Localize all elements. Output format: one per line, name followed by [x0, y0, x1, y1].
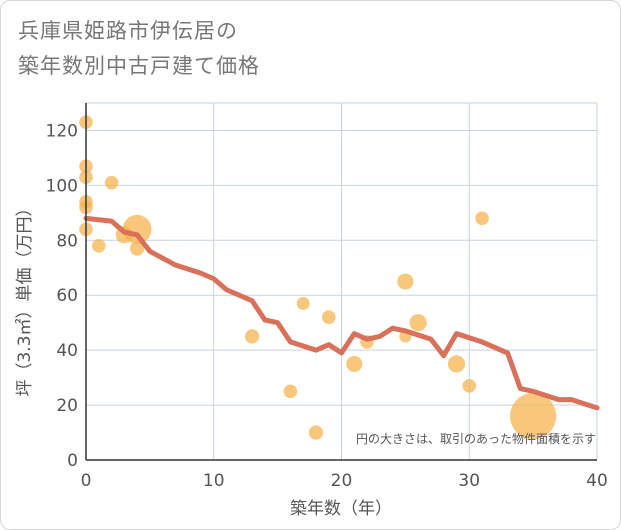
bubble-point	[129, 241, 145, 256]
bubble-point	[409, 314, 427, 332]
y-tick-label: 60	[56, 286, 78, 306]
y-tick-label: 40	[56, 341, 78, 361]
trend-line	[83, 215, 600, 411]
bubble-point	[475, 211, 489, 226]
x-tick-label: 30	[458, 471, 480, 491]
bubble-point	[346, 355, 363, 372]
y-tick-label: 120	[46, 121, 78, 141]
chart-title-line-2: 築年数別中古戸建て価格	[18, 54, 260, 78]
grid-lines	[86, 102, 598, 460]
bubble-point	[283, 384, 298, 399]
bubble-point	[308, 425, 324, 440]
tick-labels: 0 10 20 30 40 0 20 40 60 80 100 120	[46, 121, 608, 491]
bubble-layer	[79, 115, 557, 440]
x-tick-label: 20	[331, 471, 353, 491]
chart-title-line-1: 兵庫県姫路市伊伝居の	[18, 19, 238, 43]
y-axis-title: 坪（3.3㎡）単価（万円）	[15, 199, 35, 396]
x-axis-title: 築年数（年）	[290, 499, 392, 519]
y-tick-label: 80	[56, 231, 78, 251]
bubble-point	[462, 379, 477, 393]
y-tick-label: 100	[46, 176, 78, 196]
bubble-point	[397, 273, 414, 290]
bubble-point	[244, 329, 260, 344]
y-tick-label: 0	[67, 451, 78, 471]
bubble-point	[104, 175, 119, 190]
axes	[85, 103, 597, 461]
bubble-point	[510, 393, 557, 440]
trend-layer	[83, 215, 600, 411]
x-tick-label: 40	[586, 471, 608, 491]
bubble-point	[91, 239, 106, 253]
y-tick-label: 20	[56, 396, 78, 416]
size-note: 円の大きさは、取引のあった物件面積を示す	[356, 431, 596, 446]
bubble-point	[447, 355, 466, 373]
bubble-point	[122, 214, 152, 244]
bubble-point	[321, 310, 336, 325]
bubble-point	[296, 297, 310, 310]
x-tick-label: 0	[81, 471, 92, 491]
chart-title: 兵庫県姫路市伊伝居の 築年数別中古戸建て価格	[18, 14, 438, 84]
x-tick-label: 10	[203, 471, 225, 491]
